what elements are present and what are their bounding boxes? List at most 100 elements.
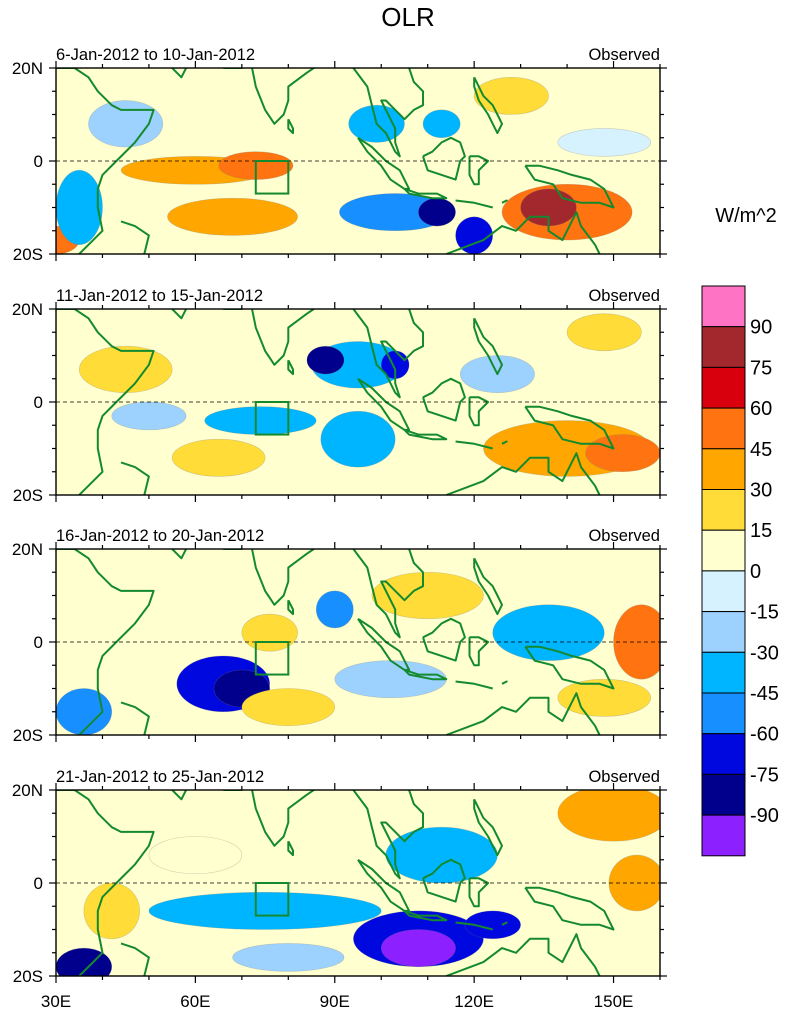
colorbar-label: -30 <box>750 642 779 664</box>
colorbar-label: 60 <box>750 398 772 420</box>
lat-tick-label: 20N <box>12 59 43 78</box>
lon-tick-label: 120E <box>454 992 494 1011</box>
coastline <box>171 68 187 79</box>
coastline <box>403 187 448 200</box>
lat-tick-label: 20S <box>13 726 43 745</box>
colorbar-label: 90 <box>750 317 772 339</box>
anomaly-region <box>557 790 660 842</box>
lat-tick-label: 20S <box>13 245 43 264</box>
lon-tick-label: 30E <box>41 992 71 1011</box>
colorbar-swatch <box>701 448 746 490</box>
colorbar-label: -45 <box>750 683 779 705</box>
anomaly-region <box>111 401 187 431</box>
region-box <box>254 882 290 917</box>
anomaly-region <box>422 109 461 139</box>
colorbar-swatch <box>701 773 746 816</box>
anomaly-region <box>56 170 103 245</box>
lat-tick-label: 20N <box>12 300 43 319</box>
colorbar-label: 15 <box>750 520 772 542</box>
coastline <box>171 790 187 801</box>
coastline <box>468 877 490 908</box>
coastline <box>287 840 294 857</box>
coastline <box>422 858 466 903</box>
coastline <box>468 396 490 427</box>
panel-source-label: Observed <box>588 287 660 305</box>
panel-period: 16-Jan-2012 to 20-Jan-2012 <box>56 527 264 545</box>
anomaly-region <box>566 313 642 352</box>
anomaly-region <box>56 688 113 735</box>
anomaly-region <box>380 929 456 968</box>
colorbar-swatch <box>701 651 746 694</box>
coastline <box>455 199 493 209</box>
colorbar-label: 30 <box>750 480 772 502</box>
coastline <box>223 309 316 366</box>
coastline <box>501 440 508 445</box>
coastline <box>403 428 448 441</box>
colorbar: 90 75 60 45 30 15 0 -15 -30 -45 -60 -75 -90 <box>701 285 779 857</box>
panel-period: 6-Jan-2012 to 10-Jan-2012 <box>56 46 255 64</box>
region-box <box>254 160 290 195</box>
coastline <box>352 309 424 399</box>
coastline <box>468 155 490 186</box>
anomaly-region <box>464 910 521 940</box>
panels: 20N 0 20S 6-Jan-2012 to 10-Jan-2012 Observed… <box>12 46 667 1011</box>
lon-tick-label: 150E <box>594 992 634 1011</box>
lat-tick-label: 0 <box>34 874 43 893</box>
colorbar-swatch <box>701 489 746 531</box>
map-panel: 20N 0 20S 16-Jan-2012 to 20-Jan-2012 Observe… <box>12 527 667 745</box>
coastline <box>501 199 508 204</box>
coastline <box>524 164 615 209</box>
anomaly-region <box>418 197 456 227</box>
coastline <box>455 680 493 690</box>
coastline <box>56 309 155 495</box>
coastline <box>445 933 601 976</box>
map-panel: 20N 0 20S 6-Jan-2012 to 10-Jan-2012 Observed <box>12 46 667 264</box>
lat-tick-label: 20S <box>13 967 43 986</box>
coastline <box>120 942 150 976</box>
colorbar-swatch <box>701 814 746 857</box>
map-field <box>56 790 660 976</box>
coastline <box>501 680 508 685</box>
anomaly-region <box>83 882 140 940</box>
anomaly-region <box>385 826 498 884</box>
anomaly-region <box>608 854 660 912</box>
coastline <box>403 909 448 922</box>
lat-tick-label: 20S <box>13 486 43 505</box>
coastline <box>223 549 316 606</box>
colorbar-swatch <box>701 326 746 368</box>
coastline <box>473 798 503 857</box>
coastline <box>287 599 294 616</box>
colorbar-swatch <box>701 570 746 613</box>
anomaly-region <box>306 345 345 375</box>
anomaly-region <box>241 688 336 727</box>
lon-tick-label: 90E <box>320 992 350 1011</box>
anomaly-region <box>232 943 345 972</box>
coastline <box>171 309 187 320</box>
figure-title: OLR <box>381 2 434 32</box>
coastline <box>223 68 316 125</box>
panel-period: 11-Jan-2012 to 15-Jan-2012 <box>56 287 263 305</box>
coastline <box>56 549 155 735</box>
coastline <box>524 645 615 690</box>
anomaly-region <box>171 438 266 477</box>
panel-source-label: Observed <box>588 527 660 545</box>
coastline <box>473 76 503 135</box>
anomaly-region <box>613 604 660 680</box>
colorbar-swatch <box>701 366 746 409</box>
anomaly-region <box>148 892 382 930</box>
colorbar-swatch <box>701 529 746 572</box>
colorbar-label: -75 <box>750 764 779 786</box>
colorbar-swatch <box>701 407 746 450</box>
coastline <box>445 211 601 254</box>
coastline <box>352 68 424 158</box>
lat-tick-label: 0 <box>34 393 43 412</box>
region-box <box>254 401 290 436</box>
colorbar-label: 45 <box>750 439 772 461</box>
coastline <box>223 790 316 847</box>
coastline <box>287 118 294 135</box>
colorbar-label: -60 <box>750 724 779 746</box>
anomaly-region <box>56 947 113 976</box>
anomaly-region <box>88 100 164 148</box>
coastline <box>120 461 150 495</box>
coastline <box>422 617 466 662</box>
